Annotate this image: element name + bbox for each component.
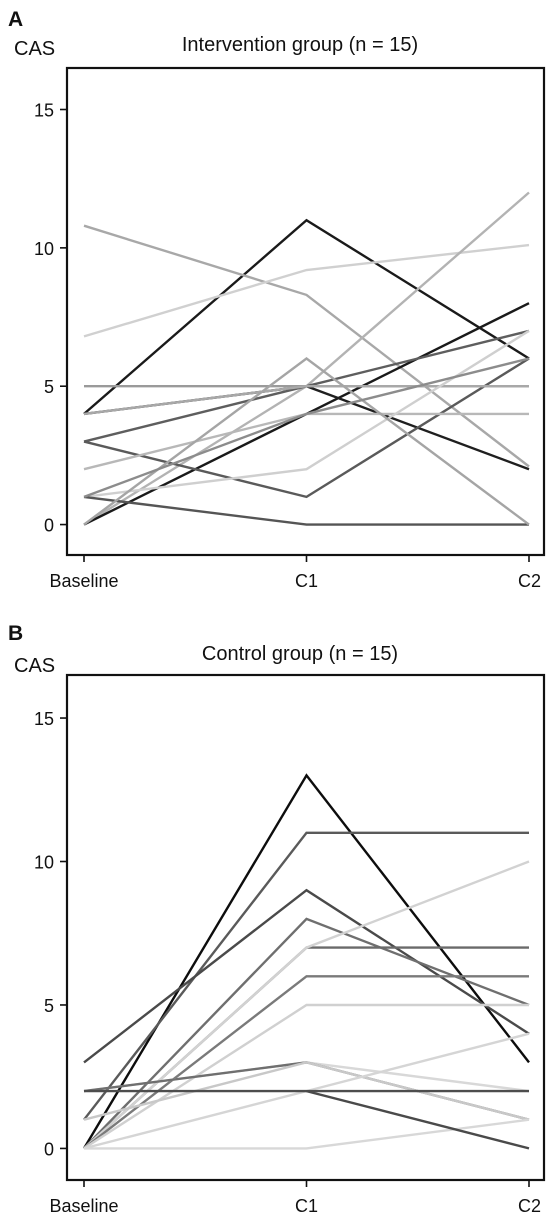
x-tick-label: C1 (295, 571, 318, 591)
series-line (83, 224, 530, 468)
chart-panel-a: A CAS Intervention group (n = 15) 0 5 10 15… (0, 0, 546, 610)
x-tick-label: Baseline (49, 1196, 118, 1216)
series-line (83, 385, 529, 416)
series-line (83, 495, 529, 526)
series-line (83, 357, 530, 526)
series-line (84, 1118, 530, 1150)
series-line (83, 357, 530, 499)
chart-title: Control group (n = 15) (202, 643, 398, 665)
series-line (83, 243, 530, 338)
series-line (82, 773, 530, 1150)
x-tick-label: C2 (518, 571, 541, 591)
control-chart: B CAS Control group (n = 15) 0 5 10 15 Basel… (8, 622, 546, 1216)
y-tick-label: 10 (34, 239, 54, 259)
series-line (83, 831, 529, 1121)
y-tick-label: 10 (34, 853, 54, 873)
plot-frame (65, 66, 546, 557)
y-tick-label: 15 (34, 709, 54, 729)
chart-title: Intervention group (n = 15) (182, 34, 418, 56)
plot-frame (65, 673, 546, 1182)
panel-label: A (8, 8, 23, 31)
series-line (306, 1089, 530, 1150)
x-tick-label: C1 (295, 1196, 318, 1216)
y-tick-label: 5 (44, 377, 54, 397)
y-axis-label: CAS (14, 38, 55, 60)
chart-panel-b: B CAS Control group (n = 15) 0 5 10 15 Basel… (0, 610, 546, 1219)
y-tick-label: 5 (44, 996, 54, 1016)
series-line (83, 888, 530, 1064)
plot-area: 0 5 10 15 Baseline C1 C2 (34, 66, 546, 591)
y-tick-label: 15 (34, 101, 54, 121)
series-line (83, 218, 530, 415)
y-axis-label: CAS (14, 655, 55, 677)
series-line (83, 357, 530, 499)
plot-area: 0 5 10 15 Baseline C1 C2 (34, 673, 546, 1216)
y-tick-label: 0 (44, 516, 54, 536)
panel-label: B (8, 622, 23, 645)
x-tick-label: C2 (518, 1196, 541, 1216)
y-tick-label: 0 (44, 1139, 54, 1159)
series-line (83, 1003, 529, 1150)
intervention-chart: A CAS Intervention group (n = 15) 0 5 10 15… (8, 8, 546, 591)
series-line (83, 412, 529, 471)
x-tick-label: Baseline (49, 571, 118, 591)
series-line (83, 1061, 530, 1121)
